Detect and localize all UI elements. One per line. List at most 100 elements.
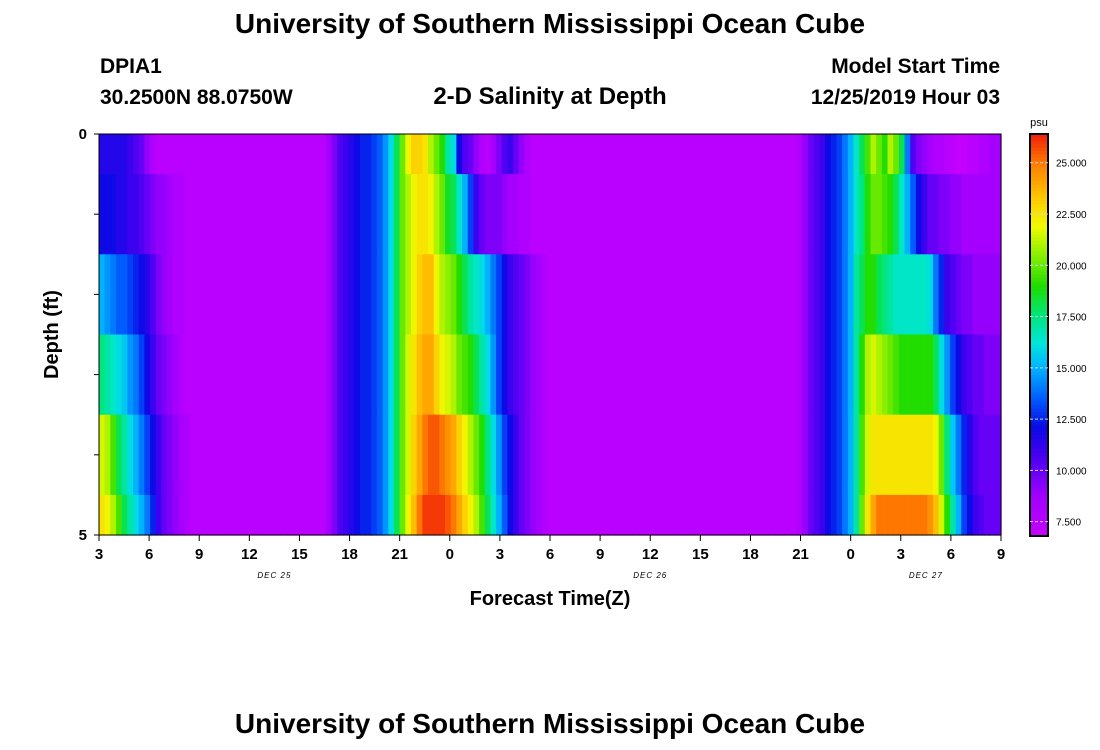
heatmap-cell — [354, 254, 361, 336]
heatmap-cell — [757, 334, 764, 416]
heatmap-cell — [637, 414, 645, 496]
heatmap-cell — [654, 334, 662, 416]
heatmap-cell — [961, 334, 968, 416]
heatmap-cell — [802, 334, 809, 416]
x-tick-label: 0 — [446, 546, 454, 563]
heatmap-cell — [365, 494, 372, 536]
heatmap-cell — [201, 414, 208, 496]
colorbar-swatch — [1030, 144, 1048, 148]
heatmap-cell — [762, 254, 770, 336]
heatmap-cell — [484, 414, 492, 496]
colorbar-swatch — [1030, 261, 1048, 266]
heatmap-cell — [376, 414, 384, 496]
heatmap-cell — [206, 174, 214, 255]
heatmap-cell — [995, 254, 1002, 336]
x-tick-label: 3 — [496, 546, 504, 563]
heatmap-cell — [104, 134, 111, 175]
heatmap-cell — [938, 334, 945, 416]
heatmap-cell — [490, 414, 497, 496]
heatmap-cell — [757, 254, 764, 336]
station-id: DPIA1 — [100, 55, 162, 78]
heatmap-cell — [547, 174, 554, 255]
heatmap-cell — [246, 174, 253, 255]
heatmap-cell — [864, 134, 872, 175]
colorbar-swatch — [1030, 335, 1048, 339]
heatmap-cell — [938, 494, 945, 536]
colorbar-swatch — [1030, 204, 1048, 209]
colorbar-swatch — [1030, 211, 1048, 215]
heatmap-cell — [859, 334, 866, 416]
heatmap-cell — [320, 334, 327, 416]
heatmap-cell — [711, 494, 718, 536]
heatmap-cell — [189, 414, 197, 496]
heatmap-cell — [944, 494, 951, 536]
heatmap-cell — [144, 494, 151, 536]
heatmap-cell — [671, 134, 679, 175]
heatmap-cell — [898, 414, 906, 496]
heatmap-cell — [808, 174, 815, 255]
heatmap-cell — [757, 414, 764, 496]
heatmap-cell — [983, 334, 991, 416]
heatmap-cell — [422, 134, 429, 175]
heatmap-cell — [223, 414, 231, 496]
heatmap-cell — [535, 174, 543, 255]
heatmap-cell — [995, 494, 1002, 536]
heatmap-cell — [592, 174, 599, 255]
heatmap-cell — [411, 334, 418, 416]
heatmap-cell — [257, 174, 265, 255]
heatmap-cell — [331, 494, 338, 536]
heatmap-cell — [751, 494, 758, 536]
heatmap-cell — [876, 174, 883, 255]
heatmap-cell — [978, 254, 985, 336]
heatmap-cell — [734, 414, 741, 496]
heatmap-cell — [405, 414, 412, 496]
heatmap-cell — [876, 134, 883, 175]
heatmap-cell — [620, 334, 628, 416]
heatmap-cell — [127, 134, 134, 175]
heatmap-cell — [422, 414, 429, 496]
heatmap-cell — [955, 414, 962, 496]
colorbar-swatch — [1030, 150, 1048, 155]
heatmap-cell — [558, 134, 565, 175]
heatmap-cell — [496, 174, 503, 255]
heatmap-cell — [666, 254, 673, 336]
heatmap-cell — [167, 174, 174, 255]
heatmap-cell — [456, 254, 463, 336]
colorbar-swatch — [1030, 412, 1048, 416]
heatmap-cell — [462, 254, 469, 336]
heatmap-cell — [632, 334, 639, 416]
heatmap-cell — [496, 134, 503, 175]
heatmap-cell — [246, 134, 253, 175]
heatmap-cell — [138, 174, 145, 255]
heatmap-cell — [240, 414, 248, 496]
heatmap-cell — [728, 174, 735, 255]
heatmap-cell — [473, 134, 480, 175]
heatmap-cell — [983, 174, 991, 255]
heatmap-cell — [189, 334, 197, 416]
heatmap-cell — [291, 414, 299, 496]
heatmap-cell — [116, 414, 123, 496]
colorbar-swatch — [1030, 271, 1048, 276]
heatmap-cell — [847, 254, 855, 336]
heatmap-cell — [785, 494, 792, 536]
heatmap-cell — [921, 334, 928, 416]
heatmap-cell — [359, 254, 367, 336]
heatmap-cell — [467, 174, 475, 255]
heatmap-cell — [870, 254, 877, 336]
x-tick-label: 21 — [792, 546, 809, 563]
heatmap-cell — [456, 414, 463, 496]
heatmap-cell — [666, 134, 673, 175]
heatmap-cell — [603, 494, 611, 536]
heatmap-cell — [711, 334, 718, 416]
x-tick-label: 0 — [846, 546, 854, 563]
heatmap-cell — [796, 254, 804, 336]
heatmap-cell — [246, 494, 253, 536]
heatmap-cell — [354, 414, 361, 496]
heatmap-cell — [791, 334, 798, 416]
heatmap-cell — [819, 254, 826, 336]
colorbar-swatch — [1030, 489, 1048, 494]
heatmap-cell — [915, 334, 923, 416]
colorbar-swatch — [1030, 532, 1048, 537]
heatmap-cell — [774, 494, 781, 536]
heatmap-cell — [774, 174, 781, 255]
